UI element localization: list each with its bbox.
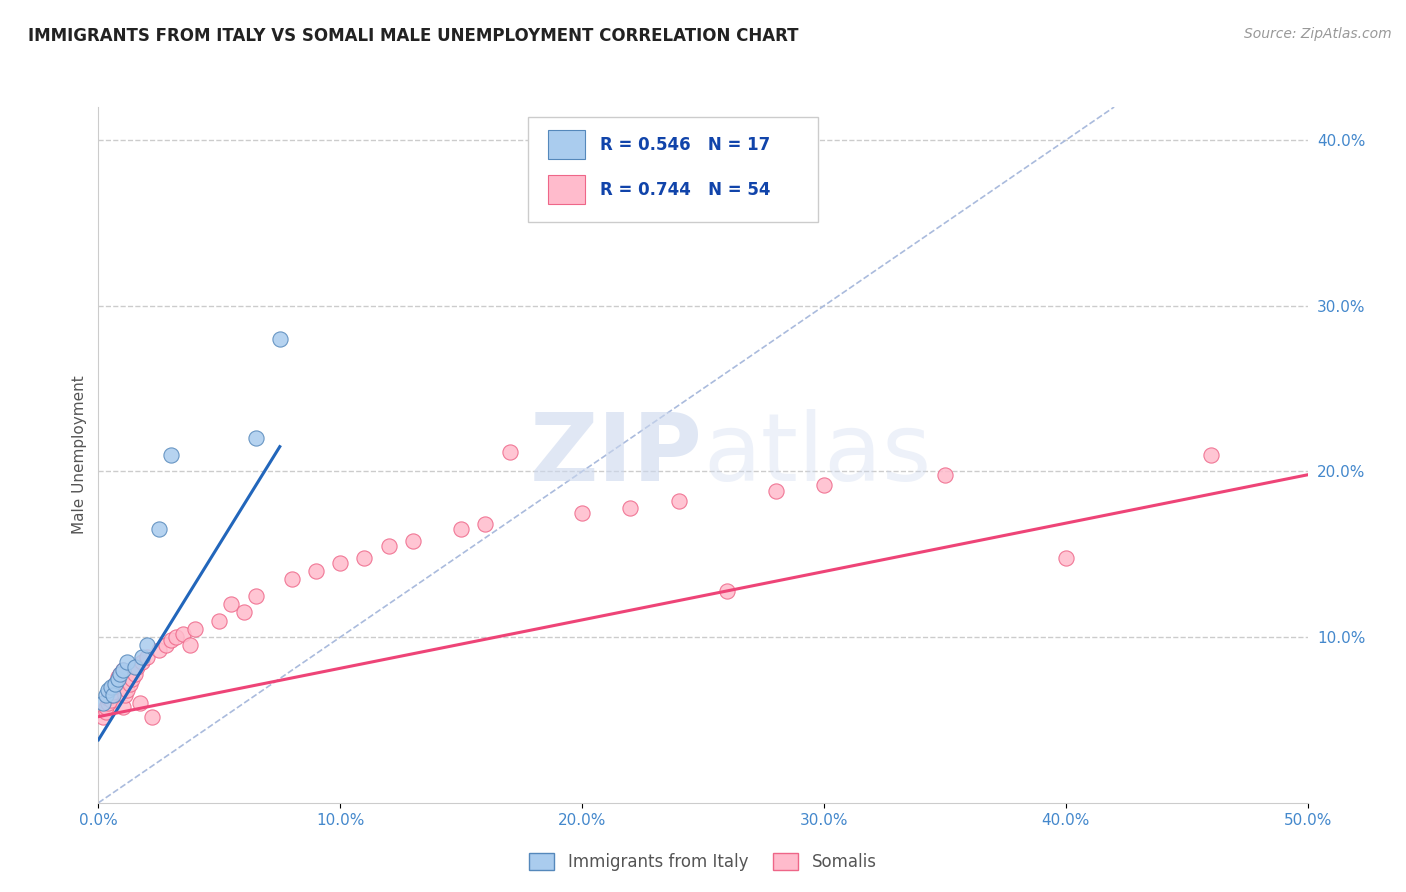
Point xyxy=(208,614,231,628)
Point xyxy=(165,630,187,644)
Point xyxy=(221,597,243,611)
Bar xyxy=(548,130,585,159)
Point xyxy=(281,572,304,586)
Point xyxy=(97,683,120,698)
Text: IMMIGRANTS FROM ITALY VS SOMALI MALE UNEMPLOYMENT CORRELATION CHART: IMMIGRANTS FROM ITALY VS SOMALI MALE UNE… xyxy=(28,27,799,45)
Point xyxy=(100,680,122,694)
Point xyxy=(1054,550,1077,565)
Point xyxy=(131,650,153,665)
Point xyxy=(94,705,117,719)
Point xyxy=(269,332,291,346)
Point xyxy=(498,444,520,458)
Point xyxy=(111,663,134,677)
Point xyxy=(118,676,141,690)
Point xyxy=(108,666,131,681)
Point xyxy=(934,467,956,482)
Point xyxy=(172,627,194,641)
Point xyxy=(107,670,129,684)
Text: R = 0.546   N = 17: R = 0.546 N = 17 xyxy=(600,136,770,153)
Point xyxy=(353,550,375,565)
Point xyxy=(160,448,183,462)
Point xyxy=(111,663,134,677)
Point xyxy=(245,431,267,445)
Point xyxy=(100,688,122,702)
Point xyxy=(107,672,129,686)
Point xyxy=(179,639,201,653)
Point xyxy=(402,534,425,549)
Point xyxy=(91,709,114,723)
Point xyxy=(124,666,146,681)
Point xyxy=(104,676,127,690)
Text: ZIP: ZIP xyxy=(530,409,703,501)
Point xyxy=(97,691,120,706)
Point xyxy=(135,639,157,653)
Point xyxy=(117,683,139,698)
Point xyxy=(1199,448,1222,462)
Point xyxy=(668,494,690,508)
Point xyxy=(101,680,124,694)
Point xyxy=(127,660,149,674)
Point xyxy=(765,484,787,499)
Point xyxy=(232,605,254,619)
Point xyxy=(377,539,399,553)
Point xyxy=(305,564,328,578)
Point xyxy=(160,633,183,648)
Y-axis label: Male Unemployment: Male Unemployment xyxy=(72,376,87,534)
Point xyxy=(128,697,150,711)
Point xyxy=(100,693,122,707)
Point xyxy=(104,676,127,690)
Point xyxy=(121,672,143,686)
Point xyxy=(619,500,641,515)
Text: atlas: atlas xyxy=(703,409,931,501)
Point xyxy=(101,688,124,702)
Point xyxy=(329,556,352,570)
Point xyxy=(114,688,136,702)
Point xyxy=(141,709,163,723)
Point xyxy=(94,688,117,702)
Point xyxy=(101,685,124,699)
Point xyxy=(184,622,207,636)
Point xyxy=(97,697,120,711)
Point xyxy=(124,660,146,674)
Point xyxy=(155,639,177,653)
FancyBboxPatch shape xyxy=(527,118,818,222)
Point xyxy=(148,643,170,657)
Point xyxy=(111,699,134,714)
Point xyxy=(91,697,114,711)
Point xyxy=(571,506,593,520)
Point xyxy=(107,673,129,688)
Point xyxy=(450,523,472,537)
Point xyxy=(813,477,835,491)
Point xyxy=(135,650,157,665)
Legend: Immigrants from Italy, Somalis: Immigrants from Italy, Somalis xyxy=(523,847,883,878)
Point xyxy=(474,517,496,532)
Bar xyxy=(548,175,585,204)
Point xyxy=(108,666,131,681)
Point xyxy=(117,655,139,669)
Point xyxy=(131,655,153,669)
Text: Source: ZipAtlas.com: Source: ZipAtlas.com xyxy=(1244,27,1392,41)
Text: R = 0.744   N = 54: R = 0.744 N = 54 xyxy=(600,181,770,199)
Point xyxy=(716,583,738,598)
Point xyxy=(94,699,117,714)
Point xyxy=(148,523,170,537)
Point xyxy=(245,589,267,603)
